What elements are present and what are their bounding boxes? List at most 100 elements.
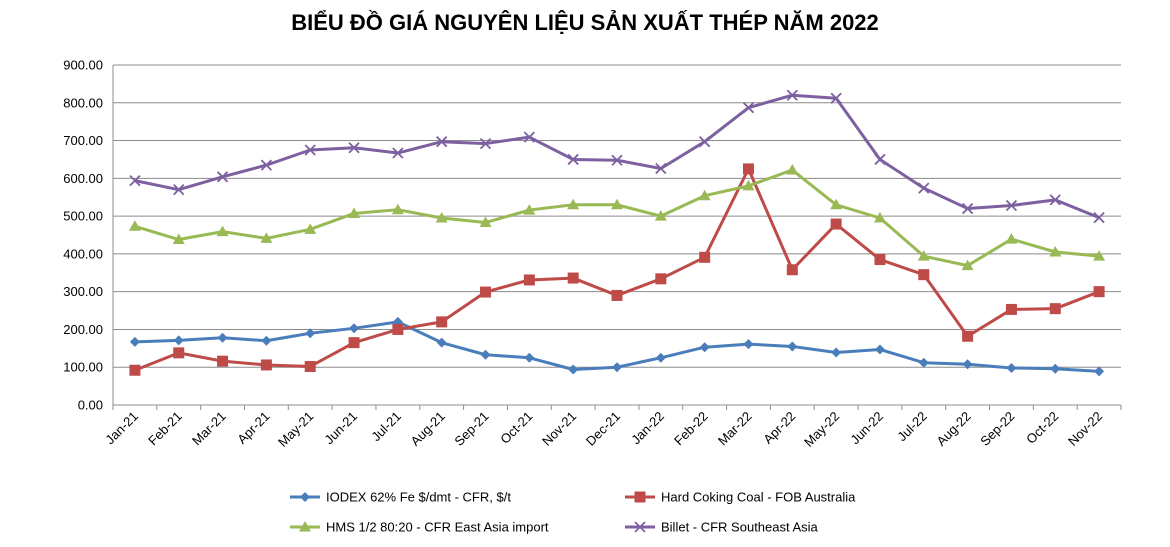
data-point [172,233,185,245]
data-point [830,92,842,104]
legend-label: IODEX 62% Fe $/dmt - CFR, $/t [326,490,511,505]
legend-item: IODEX 62% Fe $/dmt - CFR, $/t [290,490,511,505]
data-point [216,225,229,237]
data-point [1049,303,1061,315]
x-tick-label: Nov-21 [539,409,579,449]
data-point [129,174,141,187]
x-tick-label: Feb-22 [671,409,711,449]
data-point [699,342,710,353]
legend-item: Billet - CFR Southeast Asia [625,520,819,535]
data-point [217,355,229,367]
data-point [873,212,886,223]
data-point [480,286,492,298]
data-point [655,273,667,285]
data-point [786,264,798,276]
x-tick-label: Apr-22 [760,409,798,447]
x-tick-label: Jul-21 [368,409,404,445]
x-tick-label: Sep-22 [977,409,1017,449]
data-point [567,198,580,210]
data-point [349,323,360,334]
chart-title: BIỂU ĐỒ GIÁ NGUYÊN LIỆU SẢN XUẤT THÉP NĂ… [291,10,879,35]
data-point [786,164,799,175]
data-point [742,179,755,191]
data-point [874,254,886,266]
data-point [1093,250,1106,261]
data-point [348,142,360,154]
data-point [479,137,492,150]
data-point [260,159,273,171]
x-tick-label: May-21 [275,409,316,450]
data-point [698,189,711,201]
y-tick-label: 500.00 [63,209,103,224]
x-tick-label: Aug-21 [408,409,448,449]
data-point [1094,366,1105,377]
series-line [134,168,1100,268]
x-tick-label: Feb-21 [145,409,185,449]
data-point [743,339,754,350]
y-tick-label: 900.00 [63,58,103,73]
x-tick-label: Nov-22 [1065,409,1105,449]
data-point [611,198,623,210]
data-point [392,323,404,335]
data-point [655,352,666,363]
data-point [1005,233,1018,244]
data-point [260,359,272,371]
legend-marker [300,492,310,502]
data-point [1006,362,1017,373]
data-point [129,364,141,376]
data-point [699,251,711,263]
grid-layer [113,64,1121,368]
series-2 [128,164,1106,271]
x-tick-label: Mar-22 [715,409,755,449]
data-point [918,269,930,281]
legend: IODEX 62% Fe $/dmt - CFR, $/t Hard Coking… [290,490,856,535]
y-tick-label: 400.00 [63,246,103,261]
data-point [831,347,842,358]
data-point [568,364,579,375]
x-tick-label: Sep-21 [451,409,491,449]
data-point [962,359,973,370]
data-point [216,171,229,183]
data-point [1005,199,1018,212]
data-point [786,89,798,101]
data-point [173,335,184,346]
data-point [961,259,974,271]
data-point [261,335,272,346]
data-point [742,163,754,175]
data-point [391,203,404,215]
legend-item: HMS 1/2 80:20 - CFR East Asia import [290,520,549,535]
data-point [961,202,974,215]
data-point [304,360,316,372]
data-point [392,147,404,159]
data-point [1005,303,1017,315]
series-3 [129,89,1105,224]
legend-item: Hard Coking Coal - FOB Australia [625,490,856,505]
data-point [304,144,316,156]
y-tick-label: 600.00 [63,171,103,186]
y-tick-label: 0.00 [78,398,103,413]
data-point [742,102,755,114]
data-point [567,153,579,166]
data-point [654,210,667,221]
data-point [523,274,535,286]
data-point [436,337,447,348]
data-point [523,204,536,215]
y-tick-label: 800.00 [63,95,103,110]
data-point [173,184,185,196]
x-tick-label: Jul-22 [894,409,930,445]
data-point [479,216,492,228]
x-tick-label: Jan-21 [102,409,141,448]
legend-marker [634,491,646,503]
data-point [611,154,623,166]
x-tick-label: Jun-21 [321,409,360,448]
legend-marker [634,521,646,533]
x-tick-label: Aug-22 [933,409,973,449]
y-tick-label: 300.00 [63,284,103,299]
data-point [480,349,491,360]
y-tick-label: 200.00 [63,322,103,337]
data-point [874,344,885,355]
data-point [787,341,798,352]
data-point [655,162,667,175]
data-point [304,223,317,234]
